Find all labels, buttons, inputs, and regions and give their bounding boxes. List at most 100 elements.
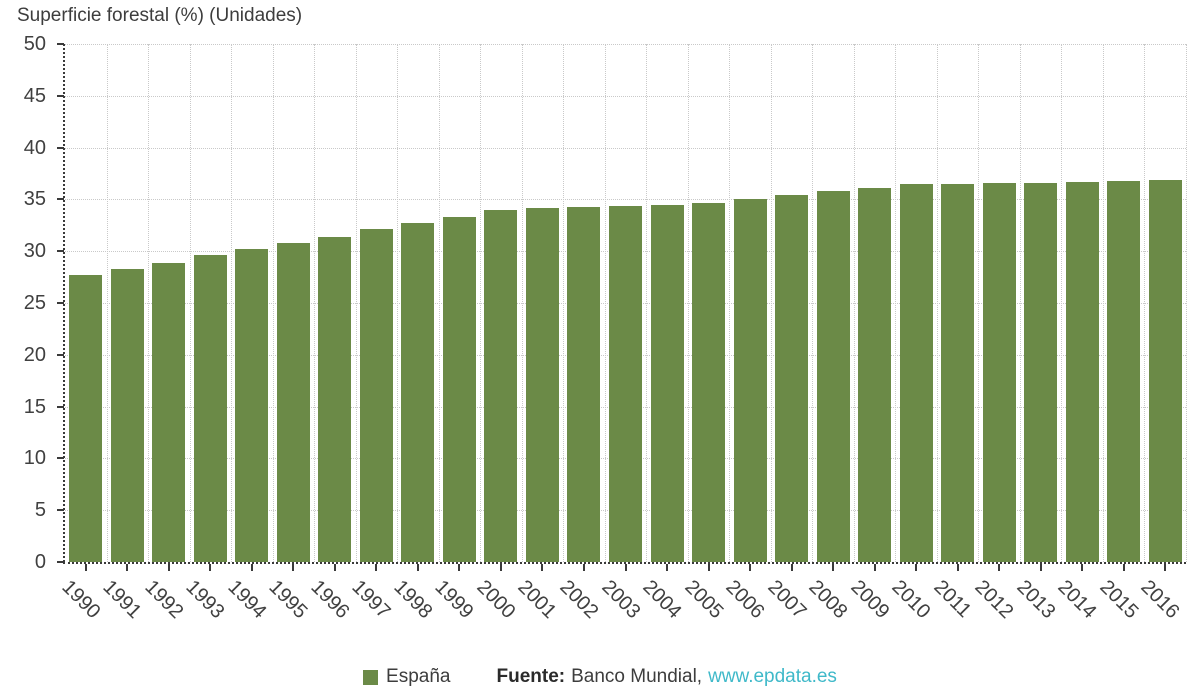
chart-footer: España Fuente: Banco Mundial, www.epdata… xyxy=(0,666,1200,688)
bar-2001[interactable] xyxy=(525,207,559,562)
bar-1994[interactable] xyxy=(235,249,269,562)
x-label-2001: 2001 xyxy=(513,576,561,624)
gridline-x-21 xyxy=(936,44,938,562)
x-tick-1996 xyxy=(333,564,336,571)
x-tick-2012 xyxy=(998,564,1001,571)
y-label-45: 45 xyxy=(23,84,46,107)
x-label-2003: 2003 xyxy=(596,576,644,624)
y-label-40: 40 xyxy=(23,136,46,159)
x-label-1999: 1999 xyxy=(430,576,478,624)
bar-2004[interactable] xyxy=(650,204,684,562)
gridline-x-18 xyxy=(812,44,814,562)
y-label-30: 30 xyxy=(23,240,46,263)
gridline-x-24 xyxy=(1061,44,1063,562)
x-label-2015: 2015 xyxy=(1095,576,1143,624)
x-label-2007: 2007 xyxy=(763,576,811,624)
x-tick-2014 xyxy=(1081,564,1084,571)
bar-1999[interactable] xyxy=(442,217,476,562)
x-label-1993: 1993 xyxy=(181,576,229,624)
gridline-x-14 xyxy=(646,44,648,562)
bar-2011[interactable] xyxy=(941,183,975,562)
x-tick-1997 xyxy=(375,564,378,571)
gridline-x-19 xyxy=(853,44,855,562)
gridline-y-45 xyxy=(65,95,1186,97)
x-label-1990: 1990 xyxy=(57,576,105,624)
x-label-1996: 1996 xyxy=(306,576,354,624)
y-tick-30 xyxy=(57,250,64,253)
y-label-5: 5 xyxy=(34,499,46,522)
bar-1998[interactable] xyxy=(401,223,435,562)
x-tick-2004 xyxy=(666,564,669,571)
bar-1997[interactable] xyxy=(359,229,393,562)
x-tick-2009 xyxy=(873,564,876,571)
gridline-y-50 xyxy=(65,44,1186,45)
bar-2000[interactable] xyxy=(484,209,518,562)
bar-2006[interactable] xyxy=(733,199,767,562)
bar-1990[interactable] xyxy=(69,275,103,562)
gridline-x-12 xyxy=(563,44,565,562)
y-tick-50 xyxy=(57,43,64,45)
gridline-x-10 xyxy=(480,44,482,562)
bar-2003[interactable] xyxy=(609,205,642,562)
gridline-x-7 xyxy=(355,44,357,562)
x-label-2000: 2000 xyxy=(472,576,520,624)
y-tick-35 xyxy=(57,198,64,201)
gridline-y-35 xyxy=(65,199,1186,201)
x-label-2010: 2010 xyxy=(887,576,935,624)
x-label-1997: 1997 xyxy=(347,576,395,624)
gridline-x-9 xyxy=(438,44,440,562)
bar-1995[interactable] xyxy=(276,242,310,562)
bar-1996[interactable] xyxy=(318,236,352,562)
bar-2009[interactable] xyxy=(858,188,892,562)
x-label-2013: 2013 xyxy=(1012,576,1060,624)
bar-2012[interactable] xyxy=(982,182,1016,562)
gridline-x-4 xyxy=(231,44,233,562)
x-tick-2000 xyxy=(499,564,502,571)
bar-2014[interactable] xyxy=(1065,181,1099,562)
x-label-2006: 2006 xyxy=(721,576,769,624)
x-tick-2008 xyxy=(832,564,835,571)
x-tick-2005 xyxy=(707,564,710,571)
bar-2008[interactable] xyxy=(816,191,850,562)
y-tick-15 xyxy=(57,405,64,408)
bar-2016[interactable] xyxy=(1148,179,1182,562)
gridline-x-13 xyxy=(604,44,606,562)
gridline-x-8 xyxy=(397,44,399,562)
x-label-2014: 2014 xyxy=(1053,576,1101,624)
bar-1992[interactable] xyxy=(152,262,186,562)
x-tick-1990 xyxy=(84,564,87,571)
gridline-x-23 xyxy=(1019,44,1021,562)
gridline-x-5 xyxy=(272,44,274,562)
bar-2005[interactable] xyxy=(692,202,726,562)
legend-label: España xyxy=(386,666,451,687)
bar-1991[interactable] xyxy=(110,268,144,562)
x-tick-2007 xyxy=(790,564,793,571)
x-label-2005: 2005 xyxy=(679,576,727,624)
x-tick-1992 xyxy=(167,564,170,571)
gridline-x-11 xyxy=(521,44,523,562)
gridline-x-27 xyxy=(1186,44,1187,562)
y-tick-20 xyxy=(57,353,64,356)
x-label-2009: 2009 xyxy=(846,576,894,624)
bar-2007[interactable] xyxy=(775,195,809,562)
source-link[interactable]: www.epdata.es xyxy=(708,666,837,687)
x-label-1995: 1995 xyxy=(264,576,312,624)
source-label: Fuente: xyxy=(496,666,566,687)
legend-item-espana[interactable]: España xyxy=(363,666,451,688)
gridline-x-25 xyxy=(1102,44,1104,562)
x-tick-2003 xyxy=(624,564,627,571)
bar-1993[interactable] xyxy=(193,255,227,562)
x-tick-1994 xyxy=(250,564,253,571)
y-axis-labels: 0 5 10 15 20 25 30 35 40 45 50 xyxy=(0,33,56,573)
y-label-15: 15 xyxy=(23,395,46,418)
bar-2015[interactable] xyxy=(1107,180,1141,562)
bar-2010[interactable] xyxy=(899,183,933,562)
bar-2013[interactable] xyxy=(1024,182,1058,562)
y-label-20: 20 xyxy=(23,343,46,366)
x-label-2011: 2011 xyxy=(929,576,976,622)
chart-title: Superficie forestal (%) (Unidades) xyxy=(17,5,303,26)
bar-2002[interactable] xyxy=(567,206,601,562)
x-tick-2001 xyxy=(541,564,544,571)
x-label-1991: 1991 xyxy=(98,576,146,624)
x-label-2004: 2004 xyxy=(638,576,686,624)
